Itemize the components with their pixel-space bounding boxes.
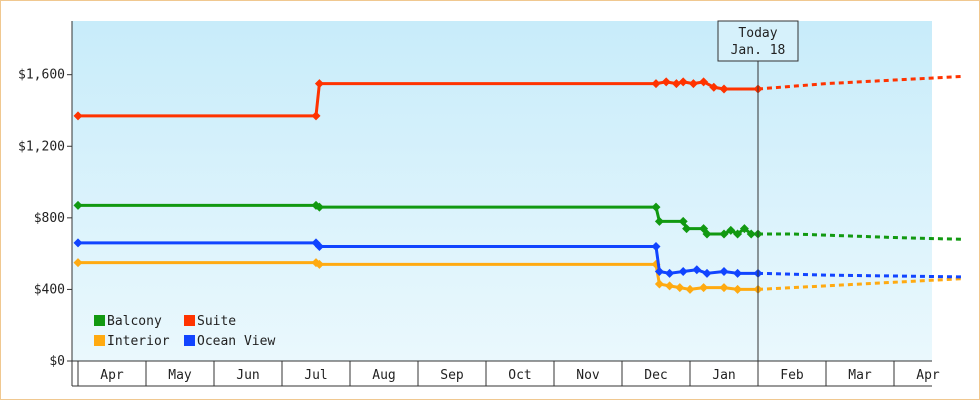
legend-swatch <box>184 315 195 326</box>
data-point <box>651 241 661 251</box>
legend-label: Balcony <box>107 314 162 329</box>
data-point <box>709 82 719 92</box>
data-point <box>682 224 692 234</box>
data-point <box>678 267 688 277</box>
data-point <box>73 238 83 248</box>
legend-item-suite: Suite <box>184 314 236 329</box>
data-point <box>733 268 743 278</box>
series-balcony <box>73 200 963 241</box>
x-tick-label: Sep <box>440 368 464 383</box>
data-point <box>654 267 664 277</box>
series-interior <box>73 258 963 294</box>
x-tick-label: Mar <box>848 368 872 383</box>
data-point <box>654 279 664 289</box>
data-point <box>651 79 661 89</box>
y-tick-label: $1,200 <box>18 139 65 154</box>
today-label-box <box>717 20 799 62</box>
data-point <box>678 77 688 87</box>
x-tick-label: May <box>168 368 192 383</box>
data-point <box>675 283 685 293</box>
legend-swatch <box>94 315 105 326</box>
x-tick-label: Oct <box>508 368 531 383</box>
legend-label: Ocean View <box>197 334 275 349</box>
data-point <box>685 284 695 294</box>
series-ocean-view <box>73 238 963 279</box>
legend-item-interior: Interior <box>94 334 170 349</box>
data-point <box>699 77 709 87</box>
data-point <box>314 241 324 251</box>
y-tick-label: $800 <box>34 211 65 226</box>
data-point <box>719 267 729 277</box>
data-point <box>314 79 324 89</box>
data-point <box>671 79 681 89</box>
data-point <box>73 111 83 121</box>
legend-item-balcony: Balcony <box>94 314 162 329</box>
series-forecast-line <box>757 277 963 291</box>
y-tick-label: $1,600 <box>18 68 65 83</box>
legend-item-ocean-view: Ocean View <box>184 334 275 349</box>
data-point <box>314 202 324 212</box>
data-point <box>702 229 712 239</box>
data-point <box>699 283 709 293</box>
data-point <box>665 281 675 291</box>
x-tick-label: Apr <box>100 368 124 383</box>
data-point <box>692 265 702 275</box>
series-suite <box>73 74 963 121</box>
data-point <box>651 202 661 212</box>
legend-label: Interior <box>107 334 170 349</box>
data-point <box>688 79 698 89</box>
today-marker: Today Jan. 18 <box>717 20 799 361</box>
data-point <box>314 259 324 269</box>
x-tick-label: Dec <box>644 368 667 383</box>
data-point <box>654 216 664 226</box>
x-tick-label: Aug <box>372 368 395 383</box>
data-point <box>733 284 743 294</box>
data-point <box>678 216 688 226</box>
series-lines <box>73 74 963 294</box>
x-tick-label: Jul <box>304 368 327 383</box>
series-forecast-line <box>757 271 963 279</box>
x-tick-label: Jun <box>236 368 259 383</box>
data-point <box>719 84 729 94</box>
data-point <box>311 111 321 121</box>
legend-swatch <box>94 335 105 346</box>
y-axis: $0 $400 $800 $1,200 $1,600 <box>18 21 73 386</box>
x-tick-label: Apr <box>916 368 940 383</box>
y-tick-label: $0 <box>49 354 65 369</box>
data-point <box>73 200 83 210</box>
data-point <box>746 229 756 239</box>
y-tick-label: $400 <box>34 282 65 297</box>
x-tick-label: Jan <box>712 368 735 383</box>
today-date: Jan. 18 <box>731 43 786 58</box>
plot-area <box>72 21 932 361</box>
series-forecast-line <box>757 74 963 91</box>
data-point <box>665 268 675 278</box>
data-point <box>739 224 749 234</box>
legend-label: Suite <box>197 314 236 329</box>
data-point <box>719 283 729 293</box>
x-tick-label: Nov <box>576 368 600 383</box>
data-point <box>73 258 83 268</box>
data-point <box>702 268 712 278</box>
data-point <box>719 229 729 239</box>
today-label: Today <box>738 26 777 41</box>
x-axis: Apr May Jun Jul Aug Sep Oct Nov Dec Jan Feb Mar Apr <box>72 360 940 387</box>
legend-swatch <box>184 335 195 346</box>
data-point <box>733 229 743 239</box>
series-forecast-line <box>758 232 963 241</box>
data-point <box>661 77 671 87</box>
legend: Balcony Suite Interior Ocean View <box>94 314 275 349</box>
data-point <box>726 225 736 235</box>
x-tick-label: Feb <box>780 368 804 383</box>
